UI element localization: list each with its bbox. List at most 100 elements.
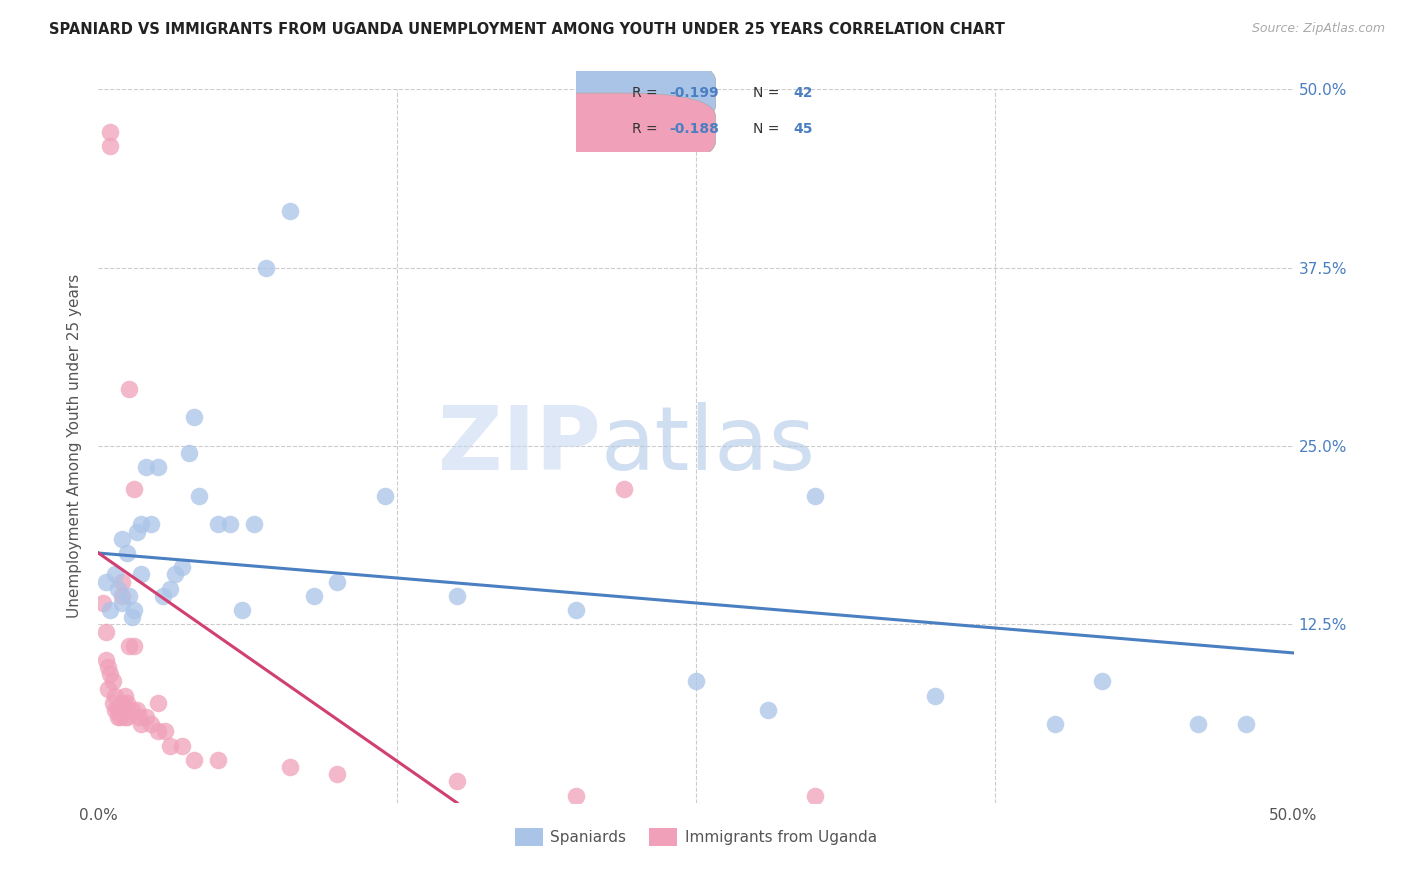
Point <box>207 517 229 532</box>
Point <box>108 710 131 724</box>
Point <box>118 639 141 653</box>
Point <box>172 560 194 574</box>
Point <box>302 589 325 603</box>
Point <box>115 546 138 560</box>
Point <box>125 703 148 717</box>
Point <box>104 689 127 703</box>
Text: ZIP: ZIP <box>437 402 600 490</box>
Y-axis label: Unemployment Among Youth under 25 years: Unemployment Among Youth under 25 years <box>67 274 83 618</box>
Point <box>118 382 141 396</box>
Text: SPANIARD VS IMMIGRANTS FROM UGANDA UNEMPLOYMENT AMONG YOUTH UNDER 25 YEARS CORRE: SPANIARD VS IMMIGRANTS FROM UGANDA UNEMP… <box>49 22 1005 37</box>
Point <box>101 696 124 710</box>
Point <box>148 460 170 475</box>
Point <box>565 603 588 617</box>
Text: -0.188: -0.188 <box>669 122 718 136</box>
Point <box>155 724 177 739</box>
Point <box>97 681 120 696</box>
FancyBboxPatch shape <box>494 93 716 165</box>
Text: 45: 45 <box>793 122 813 136</box>
Point <box>111 532 134 546</box>
Text: atlas: atlas <box>600 402 815 490</box>
Point <box>1187 717 1209 731</box>
Point <box>179 446 201 460</box>
Point <box>124 639 146 653</box>
Point <box>111 574 134 589</box>
Point <box>152 589 174 603</box>
Point <box>326 767 349 781</box>
Text: Source: ZipAtlas.com: Source: ZipAtlas.com <box>1251 22 1385 36</box>
Point <box>94 574 117 589</box>
Point <box>278 760 301 774</box>
Point <box>111 589 134 603</box>
Point <box>115 696 138 710</box>
Point <box>91 596 114 610</box>
Point <box>374 489 396 503</box>
Point <box>121 610 143 624</box>
Point <box>139 517 162 532</box>
Point <box>131 517 153 532</box>
Point <box>446 774 468 789</box>
Point <box>172 739 194 753</box>
Point <box>924 689 946 703</box>
Point <box>135 460 157 475</box>
Point <box>98 667 122 681</box>
Point <box>114 710 136 724</box>
Point <box>804 789 827 803</box>
Point <box>183 410 205 425</box>
Point <box>685 674 707 689</box>
Text: N =: N = <box>752 86 783 100</box>
Point <box>97 660 120 674</box>
Point <box>125 524 148 539</box>
Point <box>1043 717 1066 731</box>
Point <box>135 710 157 724</box>
Point <box>101 674 124 689</box>
Point <box>243 517 266 532</box>
Point <box>104 703 127 717</box>
Point <box>111 696 134 710</box>
Text: -0.199: -0.199 <box>669 86 718 100</box>
Point <box>613 482 636 496</box>
Point <box>104 567 127 582</box>
Point <box>148 696 170 710</box>
Point <box>114 689 136 703</box>
Point <box>131 567 153 582</box>
Point <box>278 203 301 218</box>
Point <box>231 603 253 617</box>
Point <box>326 574 349 589</box>
Point <box>254 260 277 275</box>
Point <box>94 624 117 639</box>
Point <box>131 717 153 731</box>
Point <box>118 589 141 603</box>
Point <box>756 703 779 717</box>
Point <box>115 710 138 724</box>
FancyBboxPatch shape <box>494 57 716 129</box>
Point <box>183 753 205 767</box>
Point <box>121 703 143 717</box>
Point <box>139 717 162 731</box>
Point <box>107 703 129 717</box>
Point <box>1091 674 1114 689</box>
Point <box>98 603 122 617</box>
Point <box>187 489 209 503</box>
Point <box>804 489 827 503</box>
Point <box>163 567 186 582</box>
Point <box>1234 717 1257 731</box>
Point <box>219 517 242 532</box>
Text: R =: R = <box>633 86 662 100</box>
Text: 42: 42 <box>793 86 813 100</box>
Point <box>107 710 129 724</box>
Point <box>94 653 117 667</box>
Point <box>159 739 181 753</box>
Point <box>98 139 122 153</box>
Point <box>111 596 134 610</box>
Point <box>148 724 170 739</box>
Point <box>159 582 181 596</box>
Legend: Spaniards, Immigrants from Uganda: Spaniards, Immigrants from Uganda <box>509 822 883 852</box>
Point <box>124 482 146 496</box>
Point <box>565 789 588 803</box>
Point <box>446 589 468 603</box>
Point <box>128 710 150 724</box>
Point <box>98 125 122 139</box>
Point <box>207 753 229 767</box>
Point <box>124 603 146 617</box>
